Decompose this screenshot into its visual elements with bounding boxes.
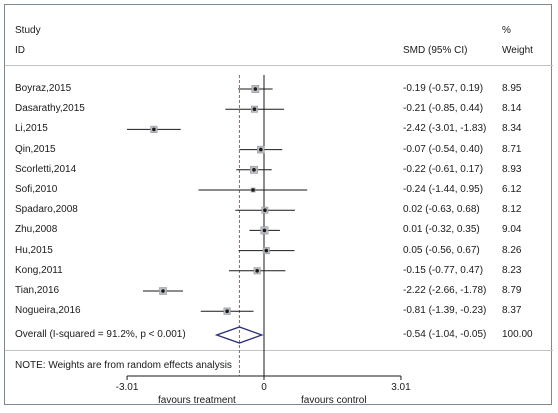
study-ci-text: 0.02 (-0.63, 0.68) — [403, 204, 480, 216]
point-estimate — [251, 188, 255, 192]
study-weight: 8.23 — [502, 264, 522, 276]
study-ci-text: -0.15 (-0.77, 0.47) — [403, 264, 484, 276]
study-weight: 6.12 — [502, 184, 522, 195]
study-weight: 8.95 — [502, 83, 522, 94]
study-id: Boyraz,2015 — [15, 83, 72, 94]
point-estimate — [252, 107, 257, 111]
favours-control-label: favours control — [301, 395, 367, 406]
study-id: Spadaro,2008 — [15, 204, 78, 216]
study-id: Hu,2015 — [15, 244, 53, 256]
study-ci-text: -0.21 (-0.85, 0.44) — [403, 103, 484, 115]
study-weight: 8.93 — [502, 163, 522, 175]
study-id: Scorletti,2014 — [15, 163, 77, 175]
point-estimate — [255, 269, 259, 273]
study-weight: 8.12 — [502, 204, 522, 216]
favours-treatment-label: favours treatment — [158, 395, 236, 406]
forest-plot: Study ID SMD (95% CI) % Weight Boyraz,20… — [4, 4, 553, 406]
study-ci-text: -0.24 (-1.44, 0.95) — [403, 184, 484, 195]
study-weight: 8.14 — [502, 103, 522, 115]
study-weight: 8.71 — [502, 143, 522, 155]
header-ci: SMD (95% CI) — [403, 45, 468, 56]
study-weight: 8.37 — [502, 305, 522, 317]
study-weight: 9.04 — [502, 224, 522, 236]
study-ci-text: -0.19 (-0.57, 0.19) — [403, 83, 484, 94]
study-ci-text: -0.22 (-0.61, 0.17) — [403, 163, 484, 175]
overall-weight: 100.00 — [502, 329, 533, 340]
study-id: Qin,2015 — [15, 143, 56, 155]
point-estimate — [253, 87, 258, 91]
study-ci-text: -2.42 (-3.01, -1.83) — [403, 123, 487, 135]
header-id: ID — [15, 45, 25, 56]
point-estimate — [252, 168, 256, 172]
note-text: NOTE: Weights are from random effects an… — [15, 360, 232, 371]
study-ci-text: 0.01 (-0.32, 0.35) — [403, 224, 480, 236]
study-id: Li,2015 — [15, 123, 48, 135]
header-percent: % — [502, 25, 511, 36]
point-estimate — [263, 208, 267, 212]
point-estimate — [264, 248, 269, 253]
study-id: Nogueira,2016 — [15, 305, 81, 317]
x-tick-label: 0 — [261, 382, 267, 393]
study-ci-text: -0.07 (-0.54, 0.40) — [403, 143, 484, 155]
study-ci-text: -0.81 (-1.39, -0.23) — [403, 305, 487, 317]
x-tick-label: -3.01 — [115, 382, 139, 393]
study-id: Zhu,2008 — [15, 224, 58, 236]
point-estimate — [259, 147, 263, 152]
x-tick-label: 3.01 — [391, 382, 411, 393]
point-estimate — [152, 127, 156, 132]
study-ci-text: 0.05 (-0.56, 0.67) — [403, 244, 480, 256]
overall-ci-text: -0.54 (-1.04, -0.05) — [403, 329, 487, 340]
study-id: Dasarathy,2015 — [15, 103, 85, 115]
study-id: Tian,2016 — [15, 285, 60, 296]
forest-plot-svg — [5, 65, 553, 380]
study-ci-text: -2.22 (-2.66, -1.78) — [403, 285, 487, 296]
study-id: Kong,2011 — [15, 264, 63, 276]
header-weight: Weight — [502, 45, 533, 56]
point-estimate — [262, 228, 267, 233]
study-weight: 8.26 — [502, 244, 522, 256]
header-study: Study — [15, 25, 41, 36]
point-estimate — [161, 289, 165, 293]
overall-label: Overall (I-squared = 91.2%, p < 0.001) — [15, 329, 186, 340]
study-weight: 8.34 — [502, 123, 522, 135]
study-weight: 8.79 — [502, 285, 522, 296]
overall-diamond — [214, 326, 264, 344]
point-estimate — [225, 309, 229, 314]
study-id: Sofi,2010 — [15, 184, 58, 195]
